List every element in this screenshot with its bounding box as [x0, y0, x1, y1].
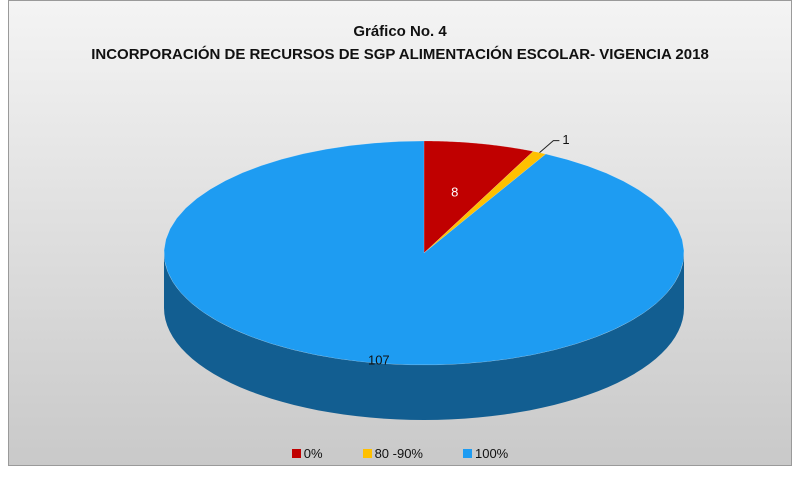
- legend-swatch: [362, 449, 372, 458]
- legend-item: 0%: [291, 446, 323, 461]
- legend-label: 0%: [303, 446, 323, 461]
- chart-title: Gráfico No. 4: [353, 23, 447, 40]
- legend-swatch: [291, 449, 301, 458]
- legend: 0% 80 -90% 100%: [9, 446, 791, 461]
- legend-item: 80 -90%: [362, 446, 423, 461]
- legend-item: 100%: [462, 446, 509, 461]
- pie-slice: [163, 140, 685, 366]
- pie-slice: [423, 140, 534, 254]
- data-label: 8: [451, 184, 458, 199]
- data-label: 1: [562, 132, 569, 147]
- chart: 8 1 107: [163, 132, 685, 420]
- pie-side: [164, 253, 684, 420]
- legend-label: 80 -90%: [374, 446, 423, 461]
- leader-line: [539, 140, 560, 154]
- chart-frame: 8 1 107 Gráfico No. 4 INCORPORACIÓN DE REC…: [8, 0, 792, 466]
- data-label: 107: [368, 353, 390, 368]
- legend-swatch: [462, 449, 472, 458]
- legend-label: 100%: [474, 446, 509, 461]
- chart-subtitle: INCORPORACIÓN DE RECURSOS DE SGP ALIMENT…: [91, 46, 709, 63]
